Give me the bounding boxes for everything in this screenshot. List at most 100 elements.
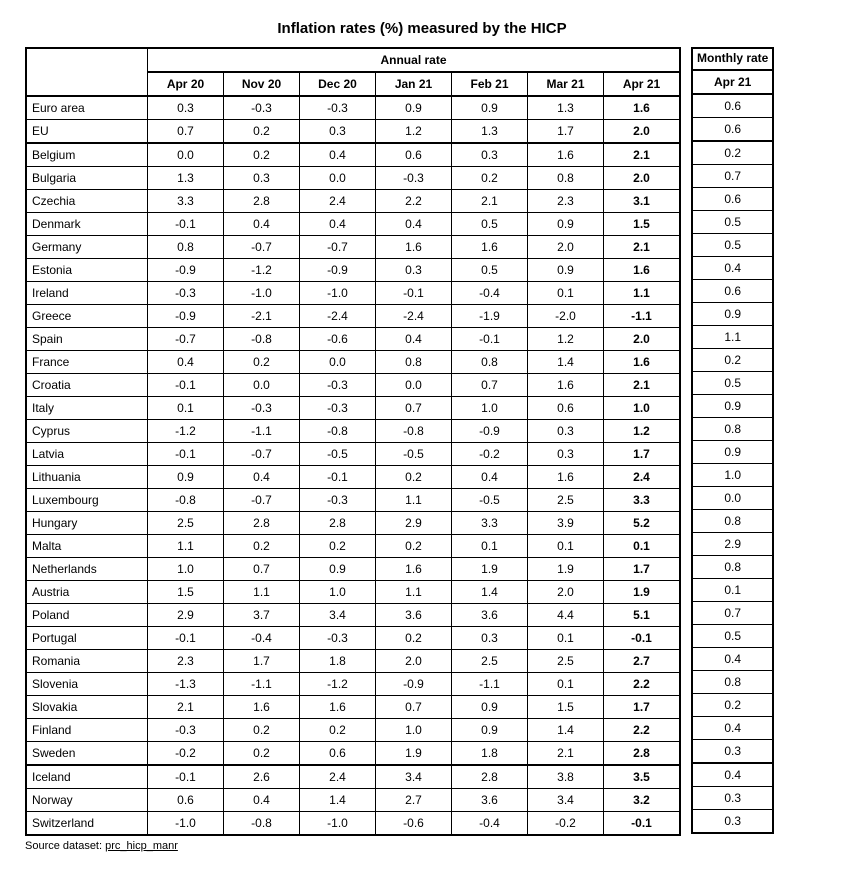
annual-value: -0.3 — [300, 96, 376, 120]
annual-value: -0.7 — [224, 489, 300, 512]
annual-value: 0.1 — [148, 397, 224, 420]
annual-value: -2.4 — [300, 305, 376, 328]
annual-value: -0.1 — [300, 466, 376, 489]
annual-value: 3.3 — [452, 512, 528, 535]
annual-value: 2.1 — [604, 236, 681, 259]
annual-value: 1.6 — [376, 558, 452, 581]
annual-value: 2.4 — [300, 190, 376, 213]
annual-value: 1.7 — [604, 558, 681, 581]
annual-value: 0.2 — [376, 535, 452, 558]
annual-value: -0.7 — [300, 236, 376, 259]
annual-value: -0.3 — [148, 282, 224, 305]
row-label: Hungary — [26, 512, 148, 535]
annual-value: -1.3 — [148, 673, 224, 696]
row-label: Spain — [26, 328, 148, 351]
row-label: Romania — [26, 650, 148, 673]
annual-value: 1.2 — [604, 420, 681, 443]
annual-value: 1.8 — [300, 650, 376, 673]
annual-value: 1.8 — [452, 742, 528, 766]
monthly-value: 0.1 — [692, 579, 773, 602]
annual-value: 0.9 — [148, 466, 224, 489]
header-monthly-month: Apr 21 — [692, 70, 773, 94]
annual-value: 2.0 — [604, 120, 681, 144]
annual-value: 0.9 — [300, 558, 376, 581]
header-month: Feb 21 — [452, 72, 528, 96]
annual-value: 1.3 — [528, 96, 604, 120]
annual-value: 5.1 — [604, 604, 681, 627]
annual-value: 1.9 — [376, 742, 452, 766]
annual-value: 2.0 — [528, 236, 604, 259]
annual-value: 0.0 — [300, 167, 376, 190]
annual-value: 0.2 — [376, 466, 452, 489]
annual-value: -0.1 — [604, 812, 681, 836]
monthly-value: 0.2 — [692, 694, 773, 717]
monthly-value: 0.6 — [692, 188, 773, 211]
annual-value: 1.9 — [528, 558, 604, 581]
annual-value: -0.1 — [148, 213, 224, 236]
annual-value: 0.6 — [148, 789, 224, 812]
annual-value: -1.2 — [300, 673, 376, 696]
annual-value: -0.4 — [452, 812, 528, 836]
annual-value: -0.4 — [452, 282, 528, 305]
source-link[interactable]: prc_hicp_manr — [105, 840, 178, 852]
annual-value: 1.0 — [376, 719, 452, 742]
annual-value: 2.7 — [376, 789, 452, 812]
annual-value: 0.2 — [224, 742, 300, 766]
annual-value: -0.3 — [300, 374, 376, 397]
annual-value: -0.3 — [224, 397, 300, 420]
row-label: Germany — [26, 236, 148, 259]
annual-value: 0.2 — [376, 627, 452, 650]
annual-value: 0.8 — [376, 351, 452, 374]
annual-value: 0.9 — [452, 96, 528, 120]
annual-value: 0.2 — [224, 535, 300, 558]
monthly-value: 0.8 — [692, 671, 773, 694]
annual-value: 1.0 — [452, 397, 528, 420]
row-label: Belgium — [26, 143, 148, 167]
header-month: Mar 21 — [528, 72, 604, 96]
monthly-value: 1.1 — [692, 326, 773, 349]
header-annual: Annual rate — [148, 48, 681, 72]
annual-value: 2.2 — [604, 673, 681, 696]
annual-value: 3.6 — [452, 789, 528, 812]
annual-value: 2.0 — [604, 167, 681, 190]
annual-value: -0.2 — [148, 742, 224, 766]
annual-value: -0.9 — [148, 305, 224, 328]
annual-value: -0.3 — [300, 627, 376, 650]
annual-value: -0.4 — [224, 627, 300, 650]
row-label: Greece — [26, 305, 148, 328]
annual-value: -0.8 — [224, 812, 300, 836]
annual-value: 0.6 — [300, 742, 376, 766]
annual-value: 0.9 — [452, 696, 528, 719]
annual-value: 1.7 — [604, 696, 681, 719]
annual-value: -1.1 — [224, 673, 300, 696]
row-label: Denmark — [26, 213, 148, 236]
annual-value: -0.9 — [376, 673, 452, 696]
monthly-value: 0.2 — [692, 349, 773, 372]
annual-value: 0.7 — [376, 397, 452, 420]
annual-value: 1.3 — [148, 167, 224, 190]
annual-value: 0.0 — [300, 351, 376, 374]
annual-value: 0.4 — [224, 789, 300, 812]
annual-value: 2.3 — [148, 650, 224, 673]
monthly-value: 0.3 — [692, 787, 773, 810]
annual-value: 0.4 — [300, 213, 376, 236]
annual-value: 2.8 — [452, 765, 528, 789]
annual-value: 0.2 — [224, 351, 300, 374]
annual-value: 0.7 — [452, 374, 528, 397]
monthly-value: 0.6 — [692, 280, 773, 303]
annual-value: 3.1 — [604, 190, 681, 213]
annual-value: 1.7 — [604, 443, 681, 466]
annual-value: -1.0 — [224, 282, 300, 305]
monthly-value: 0.4 — [692, 763, 773, 787]
annual-value: 0.1 — [528, 282, 604, 305]
annual-value: 2.9 — [376, 512, 452, 535]
row-label: Ireland — [26, 282, 148, 305]
annual-value: 0.9 — [452, 719, 528, 742]
annual-value: 1.6 — [452, 236, 528, 259]
annual-value: -0.7 — [148, 328, 224, 351]
annual-value: 0.6 — [376, 143, 452, 167]
header-blank — [26, 48, 148, 96]
annual-value: 0.4 — [452, 466, 528, 489]
annual-value: 2.5 — [148, 512, 224, 535]
annual-value: -0.3 — [224, 96, 300, 120]
